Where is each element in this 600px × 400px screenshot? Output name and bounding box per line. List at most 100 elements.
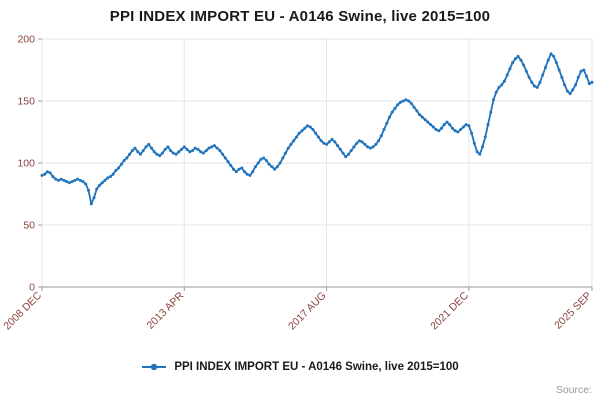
series-point [40, 173, 44, 177]
series-point [527, 75, 531, 79]
series-point [426, 120, 430, 124]
series-point [390, 110, 394, 114]
series-point [377, 139, 381, 143]
series-point [215, 146, 219, 150]
series-point [355, 141, 359, 145]
series-point [522, 63, 526, 67]
series-point [396, 103, 400, 107]
series-point [191, 149, 194, 153]
legend: PPI INDEX IMPORT EU - A0146 Swine, live … [0, 361, 600, 373]
page-title: PPI INDEX IMPORT EU - A0146 Swine, live … [109, 8, 491, 25]
series-point [59, 177, 63, 181]
series-point [423, 118, 427, 122]
series-point [128, 152, 132, 156]
series-point [218, 149, 222, 153]
series-point [204, 149, 208, 153]
y-tick-label: 0 [29, 282, 35, 294]
series-point [295, 135, 298, 139]
series-point [221, 152, 225, 156]
x-tick-label: 2008 DEC [1, 289, 44, 332]
series-point [78, 178, 82, 182]
x-tick-label: 2021 DEC [428, 289, 471, 332]
legend-line-marker-icon[interactable] [141, 361, 167, 373]
series-point [300, 129, 304, 133]
series-point [442, 123, 446, 127]
series-point [587, 82, 591, 86]
series-point [139, 152, 142, 156]
series-point [84, 182, 88, 186]
series-point [461, 125, 465, 129]
series-point [264, 159, 268, 162]
series-point [278, 161, 282, 165]
series-point [453, 129, 457, 133]
series-point [322, 141, 326, 145]
series-point [393, 106, 397, 110]
x-tick-label: 2017 AUG [286, 290, 329, 333]
series-point [67, 181, 71, 185]
series-point [152, 150, 156, 154]
series-point [114, 168, 118, 172]
series-point [478, 152, 482, 156]
series-point [409, 102, 413, 105]
series-point [111, 172, 115, 176]
series-point [270, 165, 274, 169]
series-point [440, 126, 443, 130]
series-point [92, 196, 96, 200]
series-point [289, 142, 293, 146]
series-point [196, 147, 200, 151]
series-point [450, 126, 454, 130]
series-point [284, 151, 287, 155]
series-point [560, 75, 564, 79]
series-point [404, 98, 408, 102]
series-point [150, 146, 153, 150]
series-point [325, 142, 329, 146]
series-point [366, 145, 370, 149]
series-point [314, 131, 318, 135]
series-point [240, 166, 244, 170]
series-point [305, 124, 309, 128]
series-point [95, 187, 99, 191]
series-point [554, 61, 558, 65]
series-point [73, 178, 77, 182]
series-point [565, 89, 569, 93]
series-point [341, 151, 345, 155]
series-point [538, 80, 542, 84]
series-point [511, 61, 515, 65]
series-point [163, 147, 167, 151]
series-point [297, 131, 301, 135]
series-point [286, 146, 290, 150]
y-tick-label: 200 [17, 34, 35, 46]
series-point [399, 100, 402, 104]
series-point [497, 85, 501, 89]
series-point [243, 170, 246, 174]
series-point [46, 170, 49, 174]
series-point [292, 139, 296, 143]
series-point [544, 66, 547, 69]
series-point [576, 75, 580, 79]
series-point [207, 146, 211, 150]
series-point [70, 180, 74, 184]
series-point [415, 109, 419, 113]
series-point [147, 142, 151, 146]
series-point [549, 52, 553, 56]
series-point [281, 156, 285, 160]
series-point [368, 146, 372, 150]
series-point [144, 145, 148, 149]
series-point [459, 128, 463, 131]
series-point [448, 123, 452, 127]
series-point [467, 124, 471, 128]
series-point [533, 84, 536, 88]
series-point [319, 139, 323, 143]
series-point [541, 73, 545, 77]
series-point [464, 123, 468, 127]
legend-label[interactable]: PPI INDEX IMPORT EU - A0146 Swine, live … [174, 361, 459, 373]
series-point [174, 152, 178, 156]
series-point [158, 154, 162, 158]
series-point [585, 74, 588, 78]
series-point [546, 58, 550, 62]
series-point [330, 137, 334, 141]
series-point [166, 145, 170, 149]
series-point [56, 178, 60, 182]
series-point [98, 183, 101, 187]
series-point [374, 142, 378, 146]
